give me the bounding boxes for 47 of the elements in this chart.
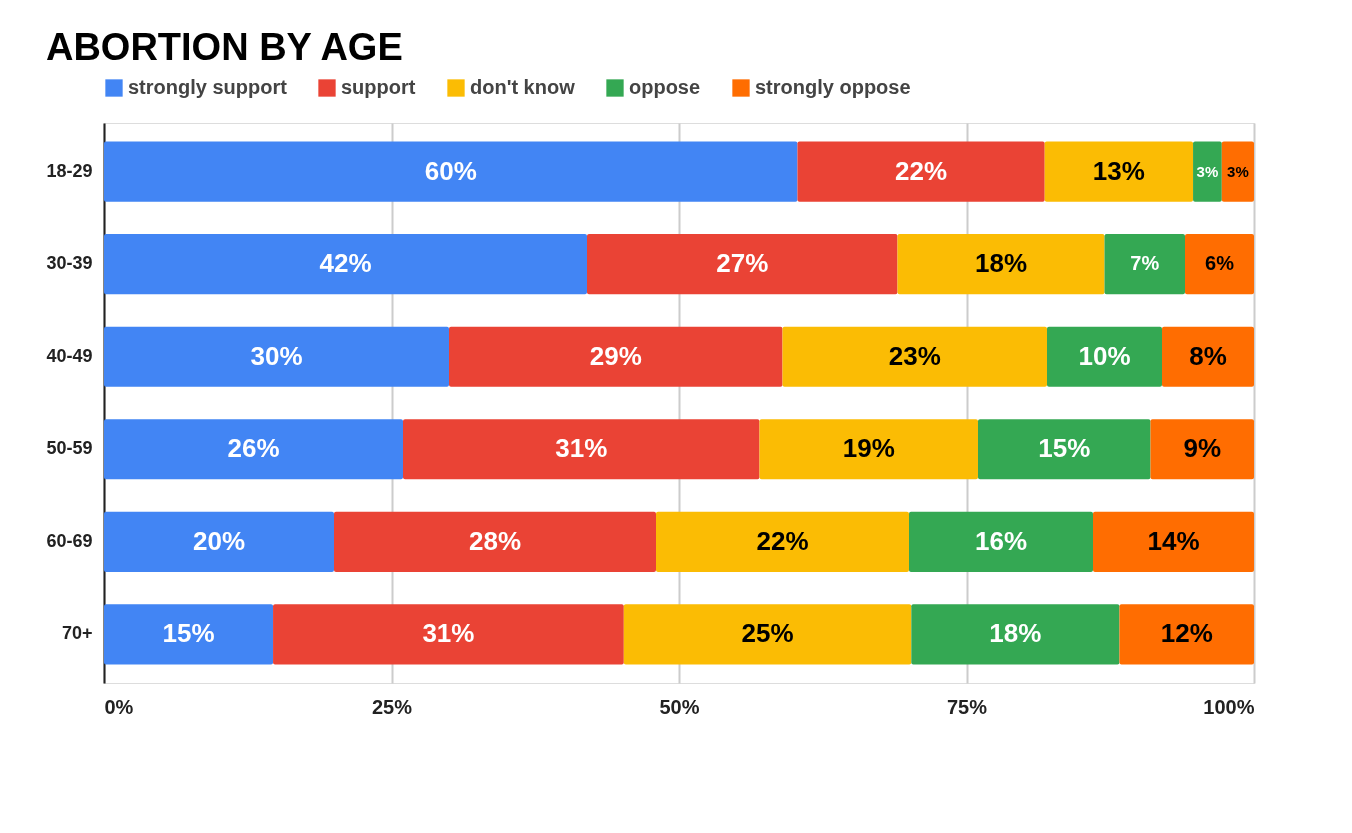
legend-label: don't know (470, 76, 576, 98)
data-label: 22% (895, 155, 948, 186)
x-tick-label: 50% (659, 695, 700, 718)
chart-title: ABORTION BY AGE (45, 26, 403, 68)
data-label: 27% (716, 248, 769, 279)
legend-label: strongly oppose (755, 76, 911, 98)
y-tick-label: 70+ (61, 623, 93, 644)
data-label: 30% (250, 340, 303, 371)
data-label: 12% (1160, 618, 1213, 649)
data-label: 8% (1189, 340, 1227, 371)
y-tick-label: 40-49 (46, 345, 93, 366)
x-tick-label: 75% (946, 695, 988, 718)
data-label: 26% (227, 433, 280, 464)
data-label: 23% (888, 340, 941, 371)
data-label: 15% (1038, 433, 1091, 464)
data-label: 22% (756, 525, 809, 556)
data-label: 3% (1227, 162, 1249, 180)
x-tick-label: 100% (1203, 695, 1255, 718)
data-label: 16% (974, 525, 1028, 556)
y-tick-label: 50-59 (46, 438, 93, 459)
data-label: 6% (1205, 252, 1235, 275)
x-tick-label: 25% (371, 695, 413, 718)
legend-label: support (341, 76, 416, 98)
legend-label: strongly support (128, 76, 288, 98)
data-label: 25% (741, 618, 794, 649)
data-label: 42% (319, 248, 372, 279)
data-label: 31% (555, 433, 608, 464)
data-label: 10% (1078, 340, 1131, 371)
data-label: 9% (1183, 433, 1222, 464)
data-label: 19% (842, 433, 895, 464)
y-tick-label: 60-69 (46, 530, 93, 551)
data-label: 18% (989, 618, 1042, 649)
data-label: 18% (974, 248, 1028, 279)
data-label: 14% (1147, 525, 1200, 556)
data-label: 7% (1130, 252, 1160, 275)
legend-label: oppose (629, 76, 701, 98)
x-tick-label: 0% (104, 695, 134, 718)
data-label: 28% (468, 525, 522, 556)
data-label: 3% (1196, 162, 1219, 180)
data-label: 15% (162, 618, 215, 649)
data-label: 29% (589, 340, 642, 371)
y-tick-label: 18-29 (46, 160, 93, 181)
y-tick-label: 30-39 (46, 253, 93, 274)
data-label: 31% (422, 618, 475, 649)
data-label: 13% (1092, 155, 1145, 186)
data-label: 20% (192, 525, 246, 556)
data-label: 60% (424, 155, 477, 186)
